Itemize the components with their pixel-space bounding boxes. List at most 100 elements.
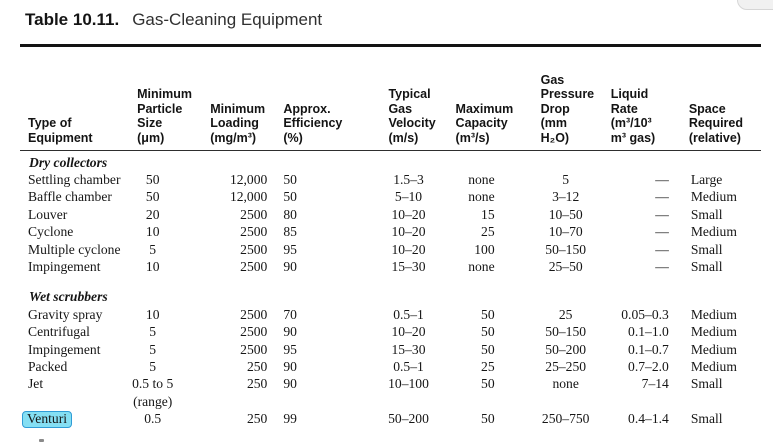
table-cell: Multiple cyclone xyxy=(28,241,121,257)
table-cell: Impingement xyxy=(28,258,101,274)
table-cell: 0.5–1 xyxy=(393,306,424,322)
table-cell: 25 xyxy=(481,358,495,374)
table-cell: — xyxy=(655,206,669,222)
table-cell: 50 xyxy=(481,324,495,340)
table-cell: 1.5–3 xyxy=(393,171,424,187)
column-header: Approx. Efficiency (%) xyxy=(280,50,381,151)
table-cell: none xyxy=(468,258,495,274)
cutoff-text-fragment xyxy=(39,439,44,442)
table-cell: 3–12 xyxy=(552,189,580,205)
table-cell: 5 xyxy=(562,171,570,187)
section-title: Wet scrubbers xyxy=(29,289,108,305)
table-cell: 15–30 xyxy=(391,341,426,357)
table-row: Centrifugal 5 2500 90 10–20 50 50–150 0.1–1.0 Me… xyxy=(20,323,761,340)
table-cell: 99 xyxy=(283,411,297,427)
table-cell: 5 xyxy=(149,341,157,357)
column-header: Typical Gas Velocity (m/s) xyxy=(380,50,453,151)
table-row: Baffle chamber 50 12,000 50 5–10 none 3–12 — Med… xyxy=(20,188,761,205)
table-cell: none xyxy=(552,376,579,392)
table-cell: 50 xyxy=(283,171,297,187)
table-cell: Medium xyxy=(690,324,737,340)
search-highlight[interactable]: Venturi xyxy=(22,411,73,429)
table-cell: 10–20 xyxy=(391,324,426,340)
table-cell: Medium xyxy=(690,189,737,205)
table-cell: 250–750 xyxy=(541,411,590,427)
table-row: Louver 20 2500 80 10–20 15 10–50 — Small xyxy=(20,206,761,223)
table-cell: 25–50 xyxy=(548,258,583,274)
table-cell: 250 xyxy=(246,376,268,392)
table-cell: Cyclone xyxy=(28,224,74,240)
table-cell: 2500 xyxy=(240,324,268,340)
table-cell: 12,000 xyxy=(229,189,268,205)
table-cell: 2500 xyxy=(240,206,268,222)
table-row: Settling chamber 50 12,000 50 1.5–3 none 5 — Lar… xyxy=(20,171,761,188)
table-cell: 85 xyxy=(283,224,297,240)
table-cell: 80 xyxy=(283,206,297,222)
table-cell: 90 xyxy=(283,358,297,374)
table-cell: 2500 xyxy=(240,241,268,257)
table-cell: Gravity spray xyxy=(28,306,103,322)
table-cell: 5 xyxy=(149,358,157,374)
partial-button[interactable] xyxy=(737,0,773,10)
table-row: Packed 5 250 90 0.5–1 25 25–250 0.7–2.0 Medium xyxy=(20,358,761,375)
table-cell: none xyxy=(468,189,495,205)
table-cell: 10–20 xyxy=(391,206,426,222)
table-cell: 0.4–1.4 xyxy=(628,411,669,427)
table-cell: none xyxy=(468,171,495,187)
table-cell: 5 xyxy=(149,241,157,257)
table-cell: Small xyxy=(690,241,723,257)
column-header: Minimum Particle Size (μm) xyxy=(130,50,203,151)
table-cell: 90 xyxy=(283,376,297,392)
table-cell: — xyxy=(655,258,669,274)
column-header: Maximum Capacity (m³/s) xyxy=(452,50,513,151)
table-cell: Packed xyxy=(28,358,68,374)
table-cell: 0.5 xyxy=(144,411,162,427)
table-row: Venturi 0.5 250 99 50–200 50 250–750 0.4–1.4 Sma… xyxy=(20,410,761,429)
section-row: Dry collectors xyxy=(20,150,761,171)
table-title: Table 10.11. Gas-Cleaning Equipment xyxy=(25,10,322,30)
table-cell: 12,000 xyxy=(229,171,268,187)
table-cell: 95 xyxy=(283,341,297,357)
table-cell: Medium xyxy=(690,358,737,374)
table-cell: 250 xyxy=(246,358,268,374)
table-cell: 10–100 xyxy=(388,376,429,392)
table-cell: 50 xyxy=(145,171,160,187)
table-cell: Settling chamber xyxy=(28,171,121,187)
table-cell: Jet xyxy=(28,376,44,392)
table-cell: 10 xyxy=(145,224,160,240)
table-cell: 50 xyxy=(481,411,495,427)
table-cell: 2500 xyxy=(240,306,268,322)
table-cell: — xyxy=(655,189,669,205)
section-row: Wet scrubbers xyxy=(20,275,761,305)
table-cell: 50 xyxy=(481,306,495,322)
table-cell: — xyxy=(655,171,669,187)
table-cell: 50 xyxy=(481,376,495,392)
table-cell: 70 xyxy=(283,306,297,322)
table-cell: 15–30 xyxy=(391,258,426,274)
column-header: Space Required (relative) xyxy=(680,50,761,151)
table-cell: 10–20 xyxy=(391,224,426,240)
table-cell: 10–50 xyxy=(548,206,583,222)
section-title: Dry collectors xyxy=(29,154,108,170)
table-cell: 0.7–2.0 xyxy=(628,358,669,374)
table-row: Cyclone 10 2500 85 10–20 25 10–70 — Medium xyxy=(20,223,761,240)
table-cell: 10–70 xyxy=(548,224,583,240)
table-cell: Venturi xyxy=(20,410,130,429)
table-cell: 2500 xyxy=(240,258,268,274)
table-header-row: Type of Equipment Minimum Particle Size (μm) M… xyxy=(20,50,761,151)
table-title-text: Gas-Cleaning Equipment xyxy=(132,10,323,29)
table-cell: Small xyxy=(690,376,723,392)
table-cell: 25 xyxy=(558,306,573,322)
table-cell: — xyxy=(655,241,669,257)
table-body: Dry collectors Settling chamber 50 12,000 50… xyxy=(20,150,761,429)
table-cell: 50 xyxy=(145,189,160,205)
table-cell: 0.05–0.3 xyxy=(621,306,669,322)
table-cell: 50–150 xyxy=(545,241,587,257)
table-cell: 2500 xyxy=(240,224,268,240)
table-cell: Louver xyxy=(28,206,68,222)
table-cell: Small xyxy=(690,411,723,427)
table-cell: Centrifugal xyxy=(28,324,90,340)
table-cell: 5 xyxy=(149,324,157,340)
table-cell: 0.5–1 xyxy=(393,358,424,374)
